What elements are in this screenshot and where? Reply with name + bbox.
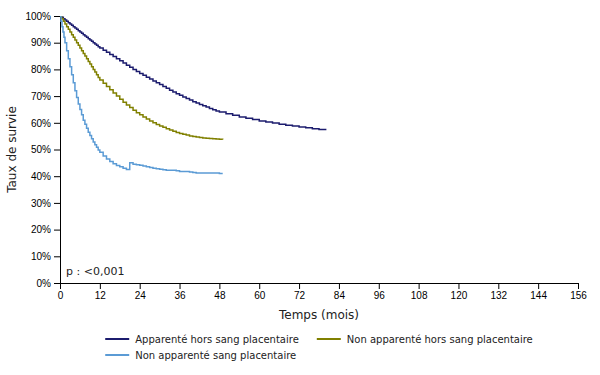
legend: Apparenté hors sang placentaire Non appar… bbox=[105, 334, 533, 361]
y-tick-mark bbox=[54, 96, 60, 97]
series-group bbox=[60, 16, 326, 174]
x-tick-label: 12 bbox=[95, 290, 107, 301]
x-tick-label: 0 bbox=[58, 290, 64, 301]
y-tick-label: 100% bbox=[25, 11, 51, 22]
y-tick-label: 0% bbox=[37, 278, 52, 289]
legend-swatch bbox=[317, 338, 341, 340]
y-tick: 30% bbox=[31, 198, 60, 209]
x-tick-mark bbox=[458, 283, 459, 289]
y-tick-label: 10% bbox=[31, 251, 51, 262]
x-tick-label: 24 bbox=[135, 290, 147, 301]
legend-label: Non apparenté sang placentaire bbox=[135, 350, 296, 361]
x-tick-mark bbox=[140, 283, 141, 289]
legend-item: Apparenté hors sang placentaire bbox=[105, 334, 299, 345]
x-tick: 72 bbox=[294, 283, 306, 301]
plot: 0 12 24 36 48 60 72 84 96 108 120 132 144 156 0% 10% 20%… bbox=[25, 11, 587, 301]
legend-swatch bbox=[105, 354, 129, 356]
y-tick-label: 70% bbox=[31, 91, 51, 102]
y-tick-mark bbox=[54, 123, 60, 124]
x-tick-label: 132 bbox=[490, 290, 507, 301]
y-tick-mark bbox=[54, 176, 60, 177]
x-tick-mark bbox=[219, 283, 220, 289]
legend-swatch bbox=[105, 338, 129, 340]
x-tick-mark bbox=[498, 283, 499, 289]
x-tick: 60 bbox=[254, 283, 266, 301]
x-tick: 96 bbox=[374, 283, 386, 301]
y-tick: 50% bbox=[31, 144, 60, 155]
survival-curve bbox=[60, 16, 326, 130]
y-tick: 70% bbox=[31, 91, 60, 102]
x-tick-label: 108 bbox=[411, 290, 428, 301]
y-tick-mark bbox=[54, 69, 60, 70]
legend-label: Apparenté hors sang placentaire bbox=[135, 334, 299, 345]
y-tick-mark bbox=[54, 283, 60, 284]
chart: 0 12 24 36 48 60 72 84 96 108 120 132 144 156 0% 10% 20%… bbox=[0, 0, 600, 375]
survival-curve bbox=[60, 16, 223, 174]
y-axis-line bbox=[54, 17, 61, 284]
x-tick-mark bbox=[419, 283, 420, 289]
x-tick: 0 bbox=[58, 283, 64, 301]
x-tick: 132 bbox=[490, 283, 507, 301]
y-tick-mark bbox=[54, 43, 60, 44]
x-tick-mark bbox=[538, 283, 539, 289]
x-tick-mark bbox=[339, 283, 340, 289]
x-tick: 144 bbox=[530, 283, 547, 301]
y-tick-label: 80% bbox=[31, 64, 51, 75]
x-tick-label: 144 bbox=[530, 290, 547, 301]
annotation: p : <0,001 bbox=[66, 265, 124, 278]
y-tick-mark bbox=[54, 230, 60, 231]
y-tick-mark bbox=[54, 203, 60, 204]
x-axis-line bbox=[61, 284, 579, 290]
legend-item: Non apparenté hors sang placentaire bbox=[317, 334, 533, 345]
legend-item: Non apparenté sang placentaire bbox=[105, 350, 296, 361]
x-axis-title: Temps (mois) bbox=[278, 308, 359, 322]
x-tick: 84 bbox=[334, 283, 346, 301]
x-tick-mark bbox=[578, 283, 579, 289]
x-tick-label: 60 bbox=[254, 290, 266, 301]
y-tick: 10% bbox=[31, 251, 60, 262]
x-tick-label: 72 bbox=[294, 290, 306, 301]
y-tick-label: 90% bbox=[31, 37, 51, 48]
x-tick: 48 bbox=[214, 283, 226, 301]
x-tick-mark bbox=[259, 283, 260, 289]
y-tick: 100% bbox=[25, 11, 60, 22]
x-axis: 0 12 24 36 48 60 72 84 96 108 120 132 144 156 bbox=[58, 283, 588, 301]
x-tick-label: 120 bbox=[451, 290, 468, 301]
y-tick: 0% bbox=[37, 278, 60, 289]
y-tick: 90% bbox=[31, 37, 60, 48]
x-tick-label: 84 bbox=[334, 290, 346, 301]
x-tick-label: 96 bbox=[374, 290, 386, 301]
y-tick-mark bbox=[54, 150, 60, 151]
x-tick-mark bbox=[100, 283, 101, 289]
y-tick-label: 60% bbox=[31, 118, 51, 129]
y-tick: 40% bbox=[31, 171, 60, 182]
y-tick: 20% bbox=[31, 224, 60, 235]
y-tick: 80% bbox=[31, 64, 60, 75]
x-tick: 156 bbox=[570, 283, 587, 301]
y-tick-label: 50% bbox=[31, 144, 51, 155]
y-tick-mark bbox=[54, 16, 60, 17]
x-tick-mark bbox=[379, 283, 380, 289]
x-tick-mark bbox=[299, 283, 300, 289]
x-tick-mark bbox=[180, 283, 181, 289]
x-tick: 120 bbox=[451, 283, 468, 301]
x-tick: 36 bbox=[174, 283, 186, 301]
y-axis: 0% 10% 20% 30% 40% 50% 60% 70% 80% 90% 100% bbox=[25, 11, 60, 289]
y-tick-mark bbox=[54, 256, 60, 257]
x-tick: 108 bbox=[411, 283, 428, 301]
x-tick-label: 156 bbox=[570, 290, 587, 301]
y-tick-label: 20% bbox=[31, 224, 51, 235]
y-axis-title: Taux de survie bbox=[5, 106, 19, 194]
x-tick-label: 48 bbox=[214, 290, 226, 301]
x-tick-label: 36 bbox=[174, 290, 186, 301]
x-tick: 24 bbox=[135, 283, 147, 301]
x-tick: 12 bbox=[95, 283, 107, 301]
y-tick-label: 30% bbox=[31, 198, 51, 209]
y-tick: 60% bbox=[31, 118, 60, 129]
legend-label: Non apparenté hors sang placentaire bbox=[347, 334, 533, 345]
y-tick-label: 40% bbox=[31, 171, 51, 182]
